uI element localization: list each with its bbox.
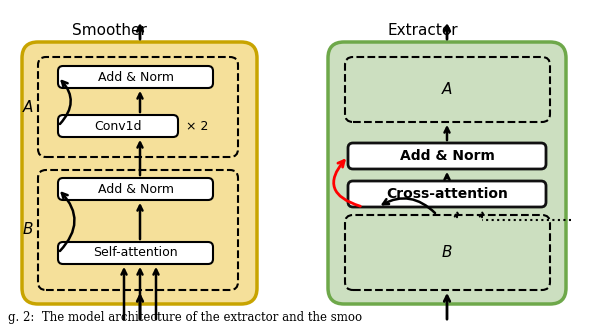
FancyBboxPatch shape bbox=[58, 178, 213, 200]
Text: g. 2:  The model architecture of the extractor and the smoo: g. 2: The model architecture of the extr… bbox=[8, 311, 362, 324]
Text: × 2: × 2 bbox=[186, 120, 208, 132]
FancyBboxPatch shape bbox=[328, 42, 566, 304]
Text: Conv1d: Conv1d bbox=[94, 120, 142, 132]
Text: Add & Norm: Add & Norm bbox=[399, 149, 495, 163]
Text: Add & Norm: Add & Norm bbox=[97, 183, 173, 196]
Text: Add & Norm: Add & Norm bbox=[97, 70, 173, 84]
FancyBboxPatch shape bbox=[348, 143, 546, 169]
Text: Smoother: Smoother bbox=[72, 23, 147, 38]
Text: A: A bbox=[442, 82, 452, 97]
FancyBboxPatch shape bbox=[22, 42, 257, 304]
FancyBboxPatch shape bbox=[348, 181, 546, 207]
Text: A: A bbox=[23, 100, 33, 115]
FancyBboxPatch shape bbox=[58, 242, 213, 264]
Text: B: B bbox=[23, 222, 33, 237]
Text: Extractor: Extractor bbox=[388, 23, 459, 38]
FancyBboxPatch shape bbox=[58, 115, 178, 137]
Text: Self-attention: Self-attention bbox=[93, 246, 178, 260]
Text: Cross-attention: Cross-attention bbox=[386, 187, 508, 201]
FancyBboxPatch shape bbox=[58, 66, 213, 88]
Text: B: B bbox=[442, 245, 452, 260]
